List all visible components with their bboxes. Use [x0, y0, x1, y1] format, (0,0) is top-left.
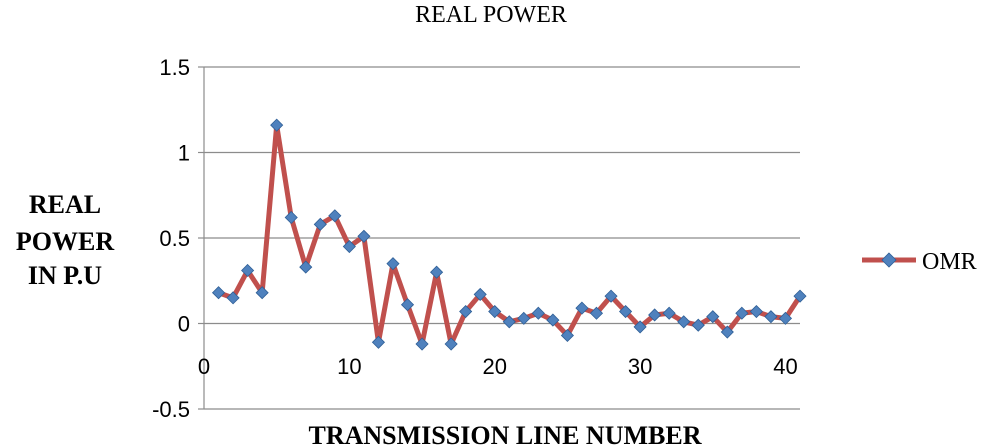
- data-point: [618, 304, 633, 319]
- data-point: [691, 318, 705, 332]
- data-point: [720, 325, 734, 339]
- data-point: [546, 313, 560, 327]
- data-point: [648, 308, 662, 322]
- series-omr: [211, 118, 807, 351]
- y-tick-label: -0.5: [152, 397, 190, 422]
- data-point: [313, 217, 327, 231]
- data-point: [284, 210, 298, 225]
- y-tick-label: 1.5: [159, 55, 190, 80]
- y-tick-label: 0.5: [159, 226, 190, 251]
- data-point: [488, 304, 502, 319]
- data-point: [706, 310, 720, 324]
- data-point: [415, 337, 429, 351]
- data-point: [270, 118, 284, 132]
- data-point: [749, 304, 763, 319]
- data-point: [560, 328, 574, 343]
- data-point: [444, 337, 458, 351]
- data-point: [430, 265, 444, 279]
- x-tick-label: 10: [337, 354, 361, 379]
- data-point: [255, 286, 269, 300]
- legend: OMR: [862, 249, 977, 275]
- x-axis-label: TRANSMISSION LINE NUMBER: [309, 421, 702, 445]
- data-point: [764, 310, 778, 324]
- data-point: [386, 257, 400, 271]
- data-point: [342, 239, 356, 254]
- data-point: [226, 291, 240, 305]
- data-point: [793, 289, 807, 303]
- data-point: [589, 306, 604, 320]
- data-point: [400, 298, 415, 312]
- x-tick-label: 20: [482, 354, 506, 379]
- y-axis-label: REAL POWER IN P.U: [16, 190, 114, 290]
- y-axis-label-line: IN P.U: [28, 261, 102, 290]
- data-point: [604, 289, 618, 303]
- data-point: [371, 335, 386, 349]
- x-axis-ticks: 0 10 20 30 40: [198, 354, 798, 379]
- chart-title: REAL POWER: [415, 2, 567, 28]
- data-point: [575, 301, 589, 315]
- data-point: [677, 315, 691, 329]
- y-tick-label: 0: [178, 312, 190, 337]
- x-tick-label: 0: [198, 354, 210, 379]
- data-point: [735, 306, 749, 320]
- data-point: [211, 286, 226, 300]
- x-tick-label: 40: [773, 354, 797, 379]
- data-point: [299, 260, 313, 274]
- data-point: [531, 306, 545, 320]
- y-tick-label: 1: [178, 141, 190, 166]
- legend-label: OMR: [922, 249, 977, 275]
- data-point: [778, 311, 793, 325]
- data-point: [357, 229, 371, 243]
- data-point: [517, 311, 531, 325]
- y-axis-label-line: POWER: [16, 227, 114, 256]
- data-point: [633, 320, 647, 334]
- x-tick-label: 30: [628, 354, 652, 379]
- data-point: [328, 209, 342, 223]
- data-point: [241, 263, 255, 278]
- legend-marker: [881, 252, 897, 268]
- y-axis-label-line: REAL: [29, 190, 101, 219]
- data-point: [502, 315, 516, 329]
- data-point: [662, 306, 676, 320]
- data-point: [473, 287, 487, 301]
- data-point: [459, 304, 473, 319]
- y-axis-ticks: -0.5 0 0.5 1 1.5: [152, 55, 204, 422]
